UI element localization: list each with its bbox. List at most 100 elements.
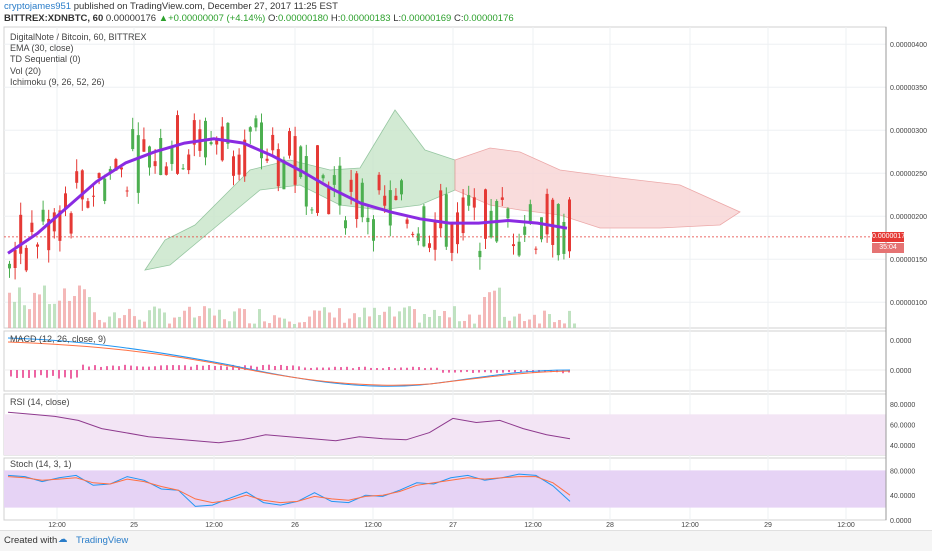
tradingview-brand[interactable]: TradingView <box>76 535 129 546</box>
volume-bar <box>558 319 561 328</box>
price-tick-label: 0.00000350 <box>890 85 927 92</box>
candle-body <box>349 179 353 192</box>
legend-item-vol[interactable]: Vol (20) <box>10 65 42 76</box>
volume-bar <box>18 287 21 328</box>
macd-histogram-bar <box>196 364 198 370</box>
legend-item-td[interactable]: TD Sequential (0) <box>10 54 81 65</box>
signal-line <box>7 341 571 386</box>
macd-histogram-bar <box>136 366 138 370</box>
chart-canvas[interactable]: 0.00000100 0.00000150 0.00000200 0.00000250… <box>0 0 932 530</box>
volume-bar <box>373 307 376 328</box>
macd-histogram-bar <box>418 367 420 370</box>
candle-body <box>422 206 426 247</box>
macd-histogram-bar <box>220 365 222 370</box>
volume-bar <box>283 318 286 328</box>
candle-body <box>159 138 163 176</box>
macd-histogram-bar <box>10 370 12 377</box>
macd-histogram-bar <box>322 367 324 370</box>
candle-body <box>428 243 431 248</box>
stoch-pane-label[interactable]: Stoch (14, 3, 1) <box>10 459 72 469</box>
candle-body <box>472 197 476 208</box>
candles <box>8 110 571 280</box>
macd-histogram-bar <box>232 364 234 370</box>
candle-body <box>478 250 482 258</box>
high-label: H: <box>330 13 341 24</box>
macd-histogram-bar <box>346 366 348 370</box>
stoch-band <box>4 470 886 508</box>
volume-bar <box>528 319 531 328</box>
macd-histogram-bar <box>262 365 264 370</box>
candle-body <box>523 226 527 235</box>
candle-body <box>36 244 39 247</box>
price-change: +0.00000007 (+4.14%) <box>168 13 266 24</box>
macd-histogram-bar <box>388 367 390 370</box>
volume-bars <box>8 285 576 379</box>
candle-body <box>164 166 168 175</box>
volume-bar <box>508 320 511 328</box>
macd-histogram-bar <box>304 367 306 370</box>
candle-body <box>75 171 79 183</box>
macd-line <box>7 337 571 387</box>
candle-body <box>540 217 543 240</box>
created-with-text: Created with <box>4 535 58 546</box>
candle-body <box>327 187 331 215</box>
macd-histogram-bar <box>520 370 522 373</box>
macd-pane-label[interactable]: MACD (12, 26, close, 9) <box>10 334 107 344</box>
candle-body <box>411 233 415 235</box>
volume-bar <box>348 318 351 328</box>
candle-body <box>545 193 549 235</box>
candle-body <box>220 126 224 161</box>
macd-histogram-bar <box>436 367 438 370</box>
macd-histogram-bar <box>406 367 408 370</box>
symbol-label: BITTREX:XDNBTC, 60 <box>4 13 104 24</box>
volume-bar <box>88 297 91 328</box>
price-tick-label: 0.00000150 <box>890 257 927 264</box>
volume-bar <box>418 322 421 328</box>
legend-item-ema[interactable]: EMA (30, close) <box>10 43 74 54</box>
stoch-tick-label: 80.0000 <box>890 468 915 475</box>
volume-bar <box>313 310 316 328</box>
ichimoku-cloud-red <box>454 147 741 229</box>
candle-body <box>237 154 241 175</box>
candle-body <box>562 221 566 254</box>
volume-bar <box>23 305 26 328</box>
macd-histogram-bar <box>256 366 258 370</box>
tradingview-logo-icon[interactable]: ☁ <box>58 534 68 545</box>
volume-bar <box>183 310 186 328</box>
candle-body <box>80 170 84 200</box>
candle-body <box>405 219 409 224</box>
volume-bar <box>403 307 406 328</box>
macd-histogram-bar <box>424 368 426 370</box>
volume-bar <box>323 307 326 328</box>
macd-histogram-bar <box>454 370 456 373</box>
rsi-tick-label: 40.0000 <box>890 443 915 450</box>
macd-histogram-bar <box>472 370 474 373</box>
volume-bar <box>398 311 401 328</box>
macd-histogram-bar <box>442 370 444 373</box>
macd-histogram-bar <box>112 365 114 370</box>
volume-bar <box>103 322 106 328</box>
candle-body <box>484 189 487 239</box>
volume-bar <box>158 308 161 328</box>
author-name[interactable]: cryptojames951 <box>4 1 72 12</box>
macd-histogram-bar <box>172 365 174 370</box>
candle-body <box>400 180 403 195</box>
candle-body <box>517 241 521 256</box>
volume-bar <box>218 309 221 328</box>
volume-bar <box>533 314 536 328</box>
volume-bar <box>203 306 206 328</box>
legend-item-ichimoku[interactable]: Ichimoku (9, 26, 52, 26) <box>10 76 105 87</box>
rsi-pane-label[interactable]: RSI (14, close) <box>10 397 70 407</box>
price-tick-label: 0.00000200 <box>890 214 927 221</box>
candle-body <box>338 165 342 206</box>
macd-histogram-bar <box>328 367 330 370</box>
stoch-d-line <box>7 476 571 504</box>
macd-histogram-bar <box>82 364 84 370</box>
candle-body <box>181 168 185 170</box>
macd-histogram-bar <box>34 370 36 378</box>
macd-histogram-bar <box>106 366 108 370</box>
candle-body <box>461 197 465 234</box>
candle-body <box>265 158 269 161</box>
candle-body <box>276 149 280 187</box>
candle-body <box>321 175 325 179</box>
